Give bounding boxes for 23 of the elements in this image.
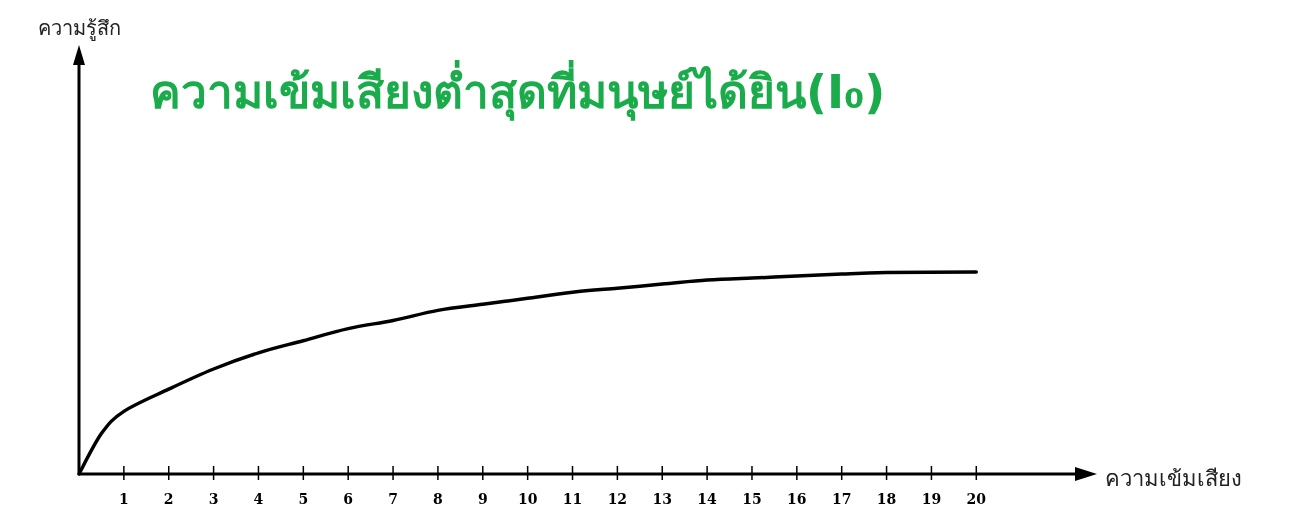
x-tick-label: 6 [343, 491, 354, 507]
x-tick-label: 10 [517, 491, 538, 507]
x-tick-label: 20 [966, 491, 987, 507]
x-tick-label: 18 [876, 491, 897, 507]
x-tick-label: 9 [477, 491, 488, 507]
x-axis-title: ความเข้มเสียง [1105, 466, 1242, 491]
x-tick-label: 3 [208, 491, 219, 507]
x-tick-label: 2 [163, 491, 174, 507]
x-tick-label: 1 [118, 491, 129, 507]
x-tick-label: 8 [433, 491, 443, 507]
x-tick-label: 14 [697, 491, 718, 507]
x-tick-label: 5 [298, 491, 309, 507]
text: ความรู้สึก [37, 16, 121, 41]
x-tick-label: 16 [787, 491, 807, 507]
x-tick-label: 7 [388, 491, 398, 507]
x-tick-label: 4 [253, 491, 264, 507]
x-tick-label: 19 [921, 491, 942, 507]
x-tick-label: 17 [831, 491, 852, 507]
x-tick-label: 11 [562, 491, 583, 507]
x-tick-label: 12 [607, 491, 628, 507]
chart-title: ความเข้มเสียงต่ำสุดที่มนุษย์ได้ยิน(I₀) [150, 60, 886, 121]
x-tick-label: 15 [742, 491, 762, 507]
x-tick-label: 13 [652, 491, 672, 507]
